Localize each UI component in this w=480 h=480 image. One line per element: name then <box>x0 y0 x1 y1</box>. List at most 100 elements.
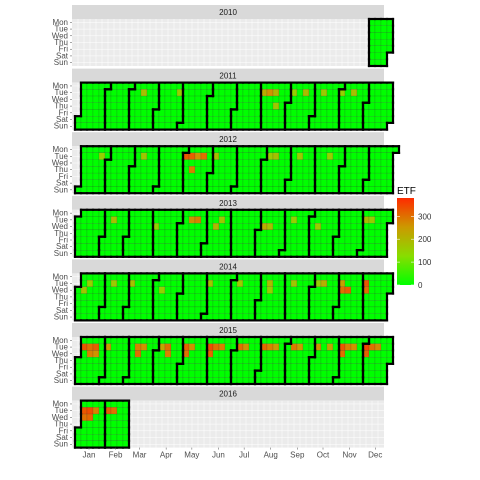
heatmap-cell <box>141 116 147 123</box>
heatmap-cell <box>159 294 165 301</box>
heatmap-cell <box>243 371 249 378</box>
heatmap-cell <box>129 243 135 250</box>
heatmap-cell <box>171 344 177 351</box>
heatmap-cell <box>345 109 351 116</box>
heatmap-cell <box>273 307 279 314</box>
heatmap-cell <box>291 109 297 116</box>
heatmap-cell <box>237 116 243 123</box>
heatmap-cell <box>117 414 123 421</box>
heatmap-cell <box>273 180 279 187</box>
facet-panels: 2010MonTueWedThuFriSatSun2011MonTueWedTh… <box>52 5 399 449</box>
heatmap-cell <box>273 294 279 301</box>
heatmap-cell <box>243 357 249 364</box>
heatmap-cell <box>273 300 279 307</box>
heatmap-cell <box>273 237 279 244</box>
heatmap-cell <box>345 307 351 314</box>
heatmap-cell <box>171 96 177 103</box>
heatmap-cell <box>171 160 177 167</box>
heatmap-cell <box>315 294 321 301</box>
y-tick-label: Sun <box>54 440 68 449</box>
heatmap-cell <box>141 217 147 224</box>
heatmap-cell <box>141 153 147 160</box>
heatmap-cell <box>87 160 93 167</box>
heatmap-cell <box>351 153 357 160</box>
heatmap-cell <box>195 89 201 96</box>
heatmap-cell <box>189 160 195 167</box>
heatmap-cell <box>327 180 333 187</box>
heatmap-cell <box>345 103 351 110</box>
heatmap-cell <box>165 344 171 351</box>
x-tick-label: May <box>184 451 199 460</box>
legend-title: ETF <box>397 186 416 197</box>
heatmap-cell <box>267 280 273 287</box>
heatmap-cell <box>87 407 93 414</box>
heatmap-cell <box>381 166 387 173</box>
heatmap-cell <box>345 364 351 371</box>
heatmap-cell <box>303 160 309 167</box>
heatmap-cell <box>147 96 153 103</box>
heatmap-cell <box>321 350 327 357</box>
heatmap-cell <box>297 237 303 244</box>
heatmap-cell <box>375 96 381 103</box>
heatmap-cell <box>93 357 99 364</box>
heatmap-cell <box>213 116 219 123</box>
heatmap-cell <box>159 217 165 224</box>
heatmap-cell <box>243 307 249 314</box>
heatmap-cell <box>159 116 165 123</box>
heatmap-cell <box>117 357 123 364</box>
facet-strip-label: 2016 <box>219 390 237 399</box>
heatmap-cell <box>135 109 141 116</box>
heatmap-cell <box>189 344 195 351</box>
heatmap-cell <box>81 434 87 441</box>
heatmap-cell <box>213 237 219 244</box>
heatmap-cell <box>219 307 225 314</box>
y-tick-label: Sun <box>54 249 68 258</box>
heatmap-cell <box>111 96 117 103</box>
heatmap-cell <box>87 217 93 224</box>
heatmap-cell <box>189 96 195 103</box>
heatmap-cell <box>243 243 249 250</box>
heatmap-cell <box>171 180 177 187</box>
heatmap-cell <box>135 300 141 307</box>
heatmap-cell <box>213 180 219 187</box>
heatmap-cell <box>351 237 357 244</box>
heatmap-cell <box>93 294 99 301</box>
heatmap-cell <box>297 300 303 307</box>
heatmap-cell <box>249 180 255 187</box>
heatmap-cell <box>375 32 381 39</box>
heatmap-cell <box>213 344 219 351</box>
heatmap-cell <box>87 280 93 287</box>
heatmap-cell <box>345 350 351 357</box>
heatmap-cell <box>183 307 189 314</box>
heatmap-cell <box>87 414 93 421</box>
heatmap-cell <box>171 166 177 173</box>
x-tick-label: Aug <box>264 451 278 460</box>
heatmap-cell <box>195 300 201 307</box>
heatmap-cell <box>135 307 141 314</box>
heatmap-cell <box>111 166 117 173</box>
heatmap-cell <box>195 96 201 103</box>
heatmap-cell <box>93 407 99 414</box>
heatmap-cell <box>315 237 321 244</box>
heatmap-cell <box>81 307 87 314</box>
heatmap-cell <box>213 243 219 250</box>
heatmap-cell <box>189 116 195 123</box>
facet-strip-label: 2015 <box>219 326 237 335</box>
heatmap-cell <box>111 300 117 307</box>
heatmap-cell <box>297 364 303 371</box>
heatmap-cell <box>279 89 285 96</box>
y-tick-label: Sun <box>54 58 68 67</box>
facet-strip-label: 2014 <box>219 262 237 271</box>
facet-panel-2016: 2016MonTueWedThuFriSatSun <box>52 387 384 449</box>
heatmap-cell <box>87 307 93 314</box>
heatmap-cell <box>351 160 357 167</box>
heatmap-cell <box>183 230 189 237</box>
heatmap-cell <box>117 344 123 351</box>
heatmap-cell <box>249 344 255 351</box>
heatmap-cell <box>243 294 249 301</box>
heatmap-cell <box>381 173 387 180</box>
heatmap-cell <box>345 230 351 237</box>
heatmap-cell <box>375 237 381 244</box>
heatmap-cell <box>117 427 123 434</box>
facet-panel-2012: 2012MonTueWedThuFriSatSun <box>52 132 399 194</box>
